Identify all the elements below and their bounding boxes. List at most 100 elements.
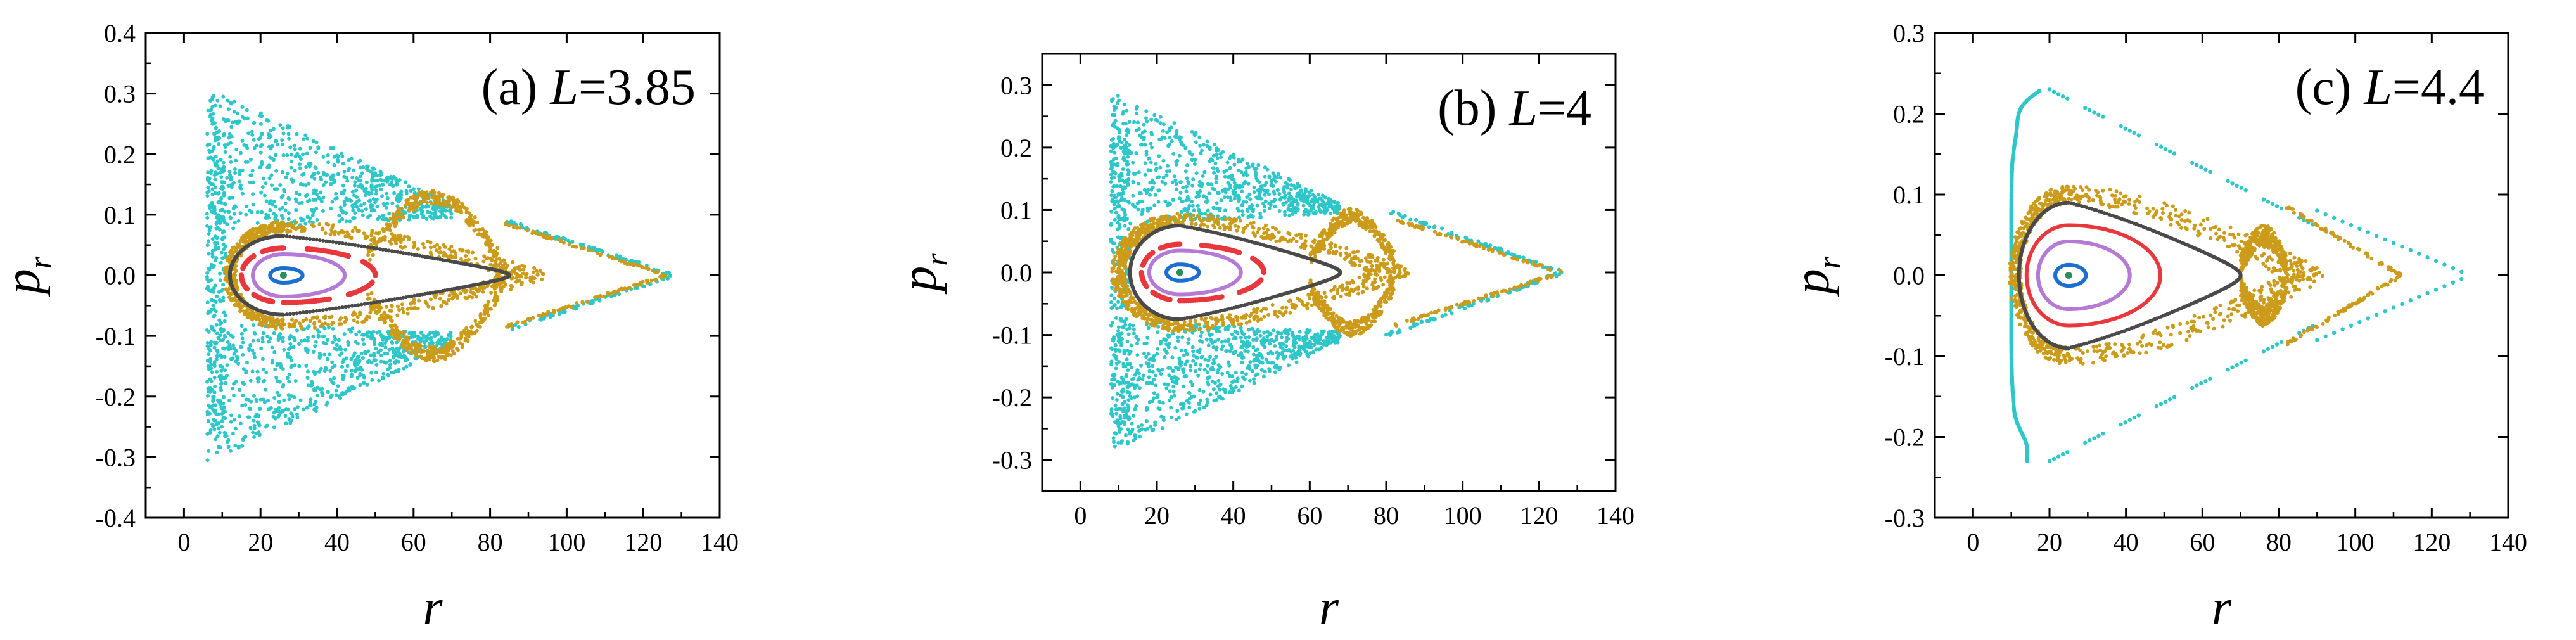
data-point bbox=[312, 176, 317, 181]
data-point bbox=[464, 338, 469, 343]
data-point bbox=[1158, 121, 1163, 125]
data-point bbox=[315, 394, 319, 398]
data-point bbox=[1295, 195, 1299, 199]
data-point bbox=[575, 306, 579, 310]
data-point bbox=[1168, 169, 1172, 173]
data-point bbox=[483, 312, 487, 316]
data-point bbox=[206, 108, 210, 113]
data-point bbox=[1294, 355, 1298, 360]
data-point bbox=[321, 183, 326, 188]
data-point bbox=[530, 231, 535, 236]
data-point bbox=[1217, 395, 1221, 399]
data-point bbox=[390, 341, 395, 345]
data-point bbox=[213, 241, 217, 245]
data-point bbox=[1143, 161, 1147, 165]
data-point bbox=[370, 229, 374, 233]
data-point bbox=[416, 306, 420, 310]
data-point bbox=[205, 341, 210, 345]
data-point bbox=[599, 248, 604, 253]
data-point bbox=[303, 221, 308, 226]
data-point bbox=[244, 286, 250, 292]
data-point bbox=[264, 371, 269, 374]
data-point bbox=[219, 215, 224, 219]
data-point bbox=[255, 227, 259, 231]
data-point bbox=[1289, 349, 1293, 354]
data-point bbox=[215, 295, 219, 298]
data-point bbox=[236, 357, 240, 361]
data-point bbox=[1245, 341, 1249, 345]
data-point bbox=[289, 165, 293, 170]
data-point bbox=[499, 290, 504, 294]
data-point bbox=[1187, 400, 1191, 405]
data-point bbox=[463, 290, 468, 295]
data-point bbox=[423, 345, 428, 349]
data-point bbox=[205, 300, 210, 305]
data-point bbox=[1185, 176, 1189, 181]
data-point bbox=[356, 243, 360, 248]
data-point bbox=[534, 269, 539, 273]
data-point bbox=[401, 295, 405, 300]
data-point bbox=[316, 196, 321, 200]
data-point bbox=[1261, 202, 1265, 206]
panel-title: (a) L=3.85 bbox=[481, 60, 696, 115]
data-point bbox=[205, 132, 210, 136]
data-point bbox=[1251, 338, 1256, 342]
data-point bbox=[321, 208, 325, 213]
data-point bbox=[1325, 336, 1329, 340]
data-point bbox=[329, 395, 333, 399]
data-point bbox=[306, 348, 310, 352]
data-point bbox=[538, 317, 542, 322]
data-point bbox=[215, 348, 219, 352]
data-point bbox=[408, 362, 412, 366]
data-point bbox=[1159, 372, 1163, 376]
data-point bbox=[214, 437, 218, 442]
data-point bbox=[412, 334, 417, 338]
data-point bbox=[364, 207, 368, 211]
data-point bbox=[232, 245, 236, 250]
data-point bbox=[1199, 334, 1203, 338]
data-point bbox=[250, 132, 255, 137]
data-point bbox=[444, 215, 449, 220]
data-point bbox=[231, 356, 235, 361]
data-point bbox=[602, 294, 606, 298]
data-point bbox=[297, 321, 302, 326]
data-point bbox=[1171, 151, 1176, 156]
data-point bbox=[393, 249, 397, 253]
data-point bbox=[1130, 203, 1135, 207]
data-point bbox=[423, 199, 427, 203]
data-point bbox=[408, 343, 412, 348]
data-point bbox=[218, 104, 222, 108]
data-point bbox=[326, 160, 331, 165]
data-point bbox=[454, 198, 458, 203]
data-point bbox=[429, 245, 433, 250]
data-point bbox=[424, 359, 428, 363]
data-point bbox=[231, 343, 235, 348]
data-point bbox=[295, 405, 300, 409]
data-point bbox=[264, 387, 268, 392]
data-point bbox=[394, 325, 399, 330]
data-point bbox=[237, 119, 241, 124]
data-point bbox=[1167, 399, 1171, 403]
data-point bbox=[1317, 193, 1321, 197]
data-point bbox=[655, 270, 660, 274]
data-point bbox=[1196, 373, 1201, 378]
data-point bbox=[210, 98, 214, 102]
data-point bbox=[1215, 152, 1219, 157]
x-tick-label: 140 bbox=[701, 528, 739, 556]
data-point bbox=[419, 344, 423, 349]
data-point bbox=[1294, 340, 1298, 345]
data-point bbox=[421, 348, 425, 352]
data-point bbox=[387, 347, 392, 352]
data-point bbox=[312, 172, 316, 176]
data-point bbox=[369, 185, 374, 189]
data-point bbox=[1109, 407, 1114, 412]
data-point bbox=[649, 278, 654, 283]
data-point bbox=[368, 310, 373, 315]
data-point bbox=[391, 354, 395, 359]
data-point bbox=[435, 243, 439, 247]
data-point bbox=[352, 318, 356, 323]
data-point bbox=[388, 362, 393, 367]
data-point bbox=[425, 196, 430, 201]
data-point bbox=[416, 195, 420, 200]
data-point bbox=[1197, 402, 1201, 407]
